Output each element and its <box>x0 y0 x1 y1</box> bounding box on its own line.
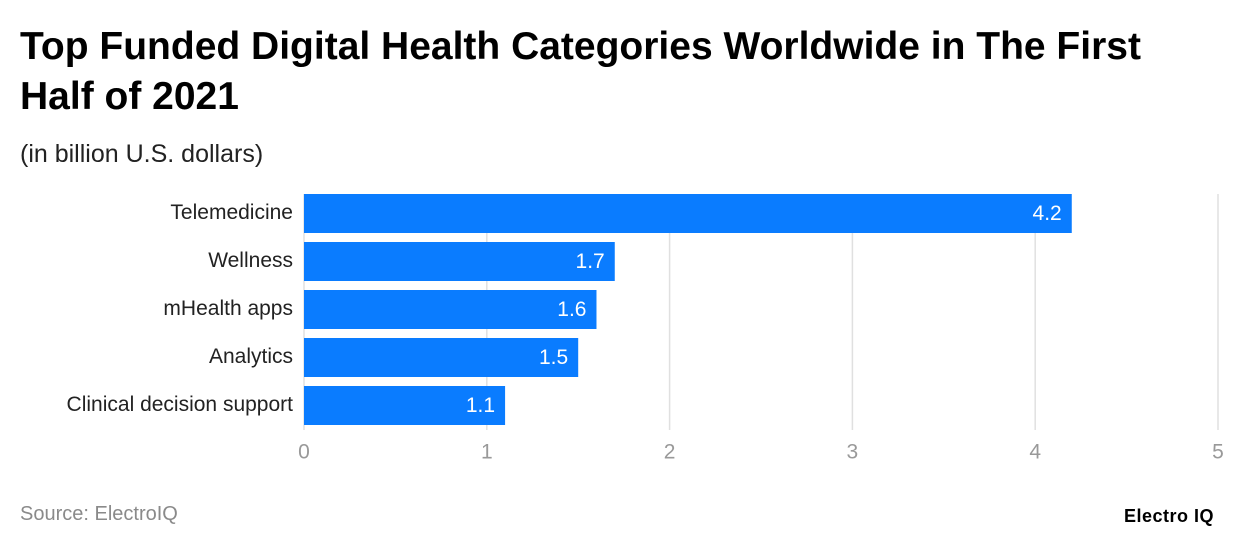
x-tick-label: 2 <box>664 441 676 464</box>
chart-subtitle: (in billion U.S. dollars) <box>20 140 264 168</box>
x-tick-label: 4 <box>1029 441 1041 464</box>
y-tick-label: Clinical decision support <box>67 393 294 416</box>
data-label: 1.6 <box>557 298 586 321</box>
y-tick-label: Analytics <box>209 345 293 368</box>
data-label: 1.7 <box>576 250 605 273</box>
bar <box>304 338 579 377</box>
data-label: 1.1 <box>466 394 495 417</box>
y-tick-label: mHealth apps <box>163 297 293 320</box>
y-tick-label: Telemedicine <box>170 201 293 224</box>
source: Source: ElectroIQ <box>20 503 178 525</box>
bar <box>304 242 615 281</box>
bar <box>304 386 506 425</box>
chart-title: Top Funded Digital Health Categories Wor… <box>20 25 1141 118</box>
x-tick-label: 5 <box>1212 441 1224 464</box>
bar <box>304 194 1072 233</box>
data-label: 1.5 <box>539 346 568 369</box>
x-tick-label: 3 <box>847 441 859 464</box>
x-tick-label: 0 <box>298 441 310 464</box>
data-label: 4.2 <box>1033 202 1062 225</box>
bar <box>304 290 597 329</box>
x-tick-label: 1 <box>481 441 493 464</box>
y-tick-label: Wellness <box>208 249 293 272</box>
brand: Electro IQ <box>1123 506 1214 526</box>
